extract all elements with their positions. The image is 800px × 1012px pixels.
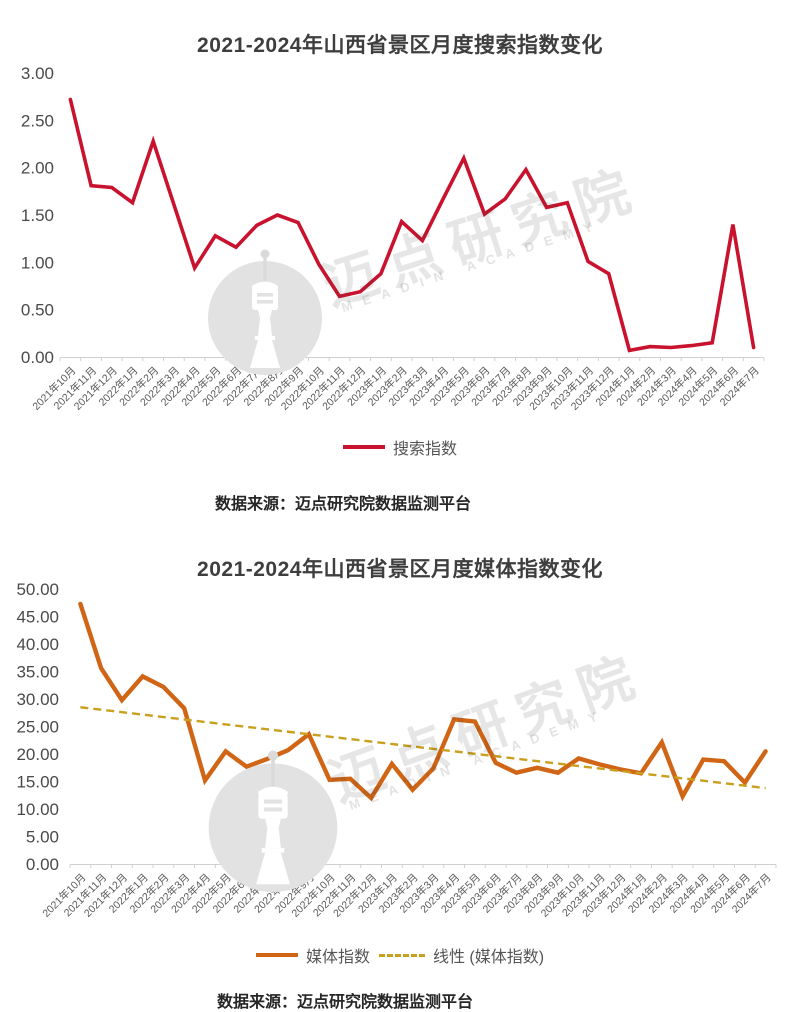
svg-text:15.00: 15.00 — [16, 773, 59, 792]
svg-text:50.00: 50.00 — [16, 580, 59, 599]
svg-text:1.50: 1.50 — [21, 206, 54, 225]
media-line-swatch-icon — [255, 953, 298, 957]
svg-text:20.00: 20.00 — [16, 745, 59, 764]
legend-item-search-index: 搜索指数 — [342, 435, 457, 459]
svg-text:40.00: 40.00 — [16, 635, 59, 654]
legend-label: 线性 (媒体指数) — [432, 949, 545, 966]
svg-text:45.00: 45.00 — [16, 608, 59, 627]
svg-text:0.00: 0.00 — [26, 855, 59, 874]
trend-dash-swatch-icon — [378, 953, 425, 957]
legend-item-media-index: 媒体指数 — [255, 943, 370, 967]
svg-text:1.00: 1.00 — [21, 253, 54, 272]
svg-text:0.50: 0.50 — [21, 301, 54, 320]
media-index-plot: 50.00 45.00 40.00 35.00 30.00 25.00 20.00 15.00… — [16, 580, 777, 920]
svg-text:0.00: 0.00 — [21, 348, 54, 367]
svg-text:10.00: 10.00 — [16, 800, 59, 819]
legend-item-media-trend: 线性 (媒体指数) — [378, 943, 545, 967]
search-index-plot: 3.002.502.001.501.000.500.002021年10月2021… — [21, 64, 765, 413]
svg-text:35.00: 35.00 — [16, 663, 59, 682]
search-chart-legend: 搜索指数 — [0, 435, 800, 459]
svg-text:25.00: 25.00 — [16, 718, 59, 737]
media-chart-title: 2021-2024年山西省景区月度媒体指数变化 — [197, 558, 603, 582]
search-chart-source: 数据来源：迈点研究院数据监测平台 — [215, 496, 472, 513]
svg-text:5.00: 5.00 — [26, 828, 59, 847]
legend-label: 搜索指数 — [392, 441, 457, 458]
svg-text:3.00: 3.00 — [21, 64, 54, 83]
svg-text:2.50: 2.50 — [21, 111, 54, 130]
svg-text:2.00: 2.00 — [21, 159, 54, 178]
media-chart-legend: 媒体指数 线性 (媒体指数) — [0, 943, 800, 967]
search-chart-title: 2021-2024年山西省景区月度搜索指数变化 — [197, 34, 603, 58]
search-line-swatch-icon — [342, 445, 385, 449]
media-chart-source: 数据来源：迈点研究院数据监测平台 — [217, 994, 474, 1011]
legend-label: 媒体指数 — [305, 949, 370, 966]
svg-text:30.00: 30.00 — [16, 690, 59, 709]
